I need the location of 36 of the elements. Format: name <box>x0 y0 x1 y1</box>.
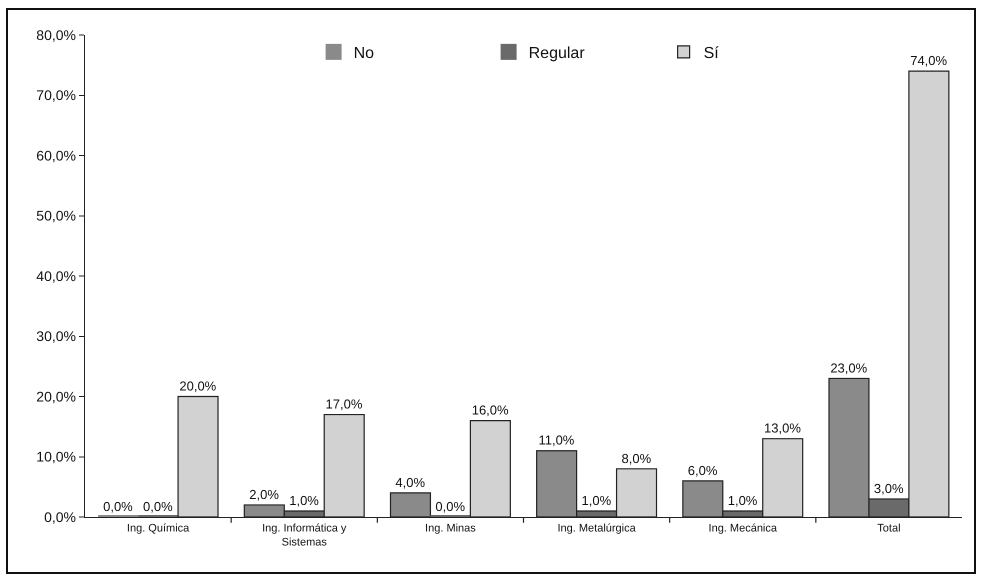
data-label: 2,0% <box>249 486 280 502</box>
data-label: 0,0% <box>143 499 174 514</box>
y-tick-label: 50,0% <box>36 208 76 224</box>
y-tick-label: 40,0% <box>36 268 76 284</box>
legend-label: Sí <box>704 45 720 62</box>
y-tick-label: 60,0% <box>36 147 76 164</box>
data-label: 4,0% <box>395 474 426 490</box>
data-label: 11,0% <box>538 432 575 448</box>
data-label: 13,0% <box>764 420 802 436</box>
y-tick-label: 30,0% <box>36 328 76 344</box>
data-label: 1,0% <box>728 492 758 508</box>
data-label: 17,0% <box>326 396 363 412</box>
y-tick-label: 80,0% <box>36 26 76 43</box>
data-label: 1,0% <box>289 492 320 508</box>
data-label: 8,0% <box>622 450 652 466</box>
x-tick-label: Ing. Química <box>126 522 190 534</box>
data-label: 3,0% <box>874 480 904 496</box>
y-tick-label: 70,0% <box>36 87 76 104</box>
data-label: 0,0% <box>435 499 466 514</box>
legend-label: No <box>354 45 374 62</box>
x-tick-label: Total <box>877 522 901 534</box>
x-tick-label: Ing. Minas <box>425 522 476 534</box>
y-tick-label: 10,0% <box>36 448 76 465</box>
x-tick-label: Ing. Mecánica <box>708 522 778 534</box>
data-label: 1,0% <box>582 492 612 508</box>
y-tick-label: 0,0% <box>44 508 76 525</box>
y-tick-label: 20,0% <box>36 388 76 404</box>
data-label: 74,0% <box>910 53 948 68</box>
data-label: 16,0% <box>472 402 510 418</box>
x-tick-label: Ing. Metalúrgica <box>557 522 637 534</box>
x-tick-label: Ing. Informática y Sistemas <box>262 522 347 549</box>
data-label: 20,0% <box>179 378 217 394</box>
data-label: 6,0% <box>688 462 718 478</box>
legend-label: Regular <box>528 45 586 62</box>
data-label: 23,0% <box>830 360 868 376</box>
data-label: 0,0% <box>103 499 134 514</box>
